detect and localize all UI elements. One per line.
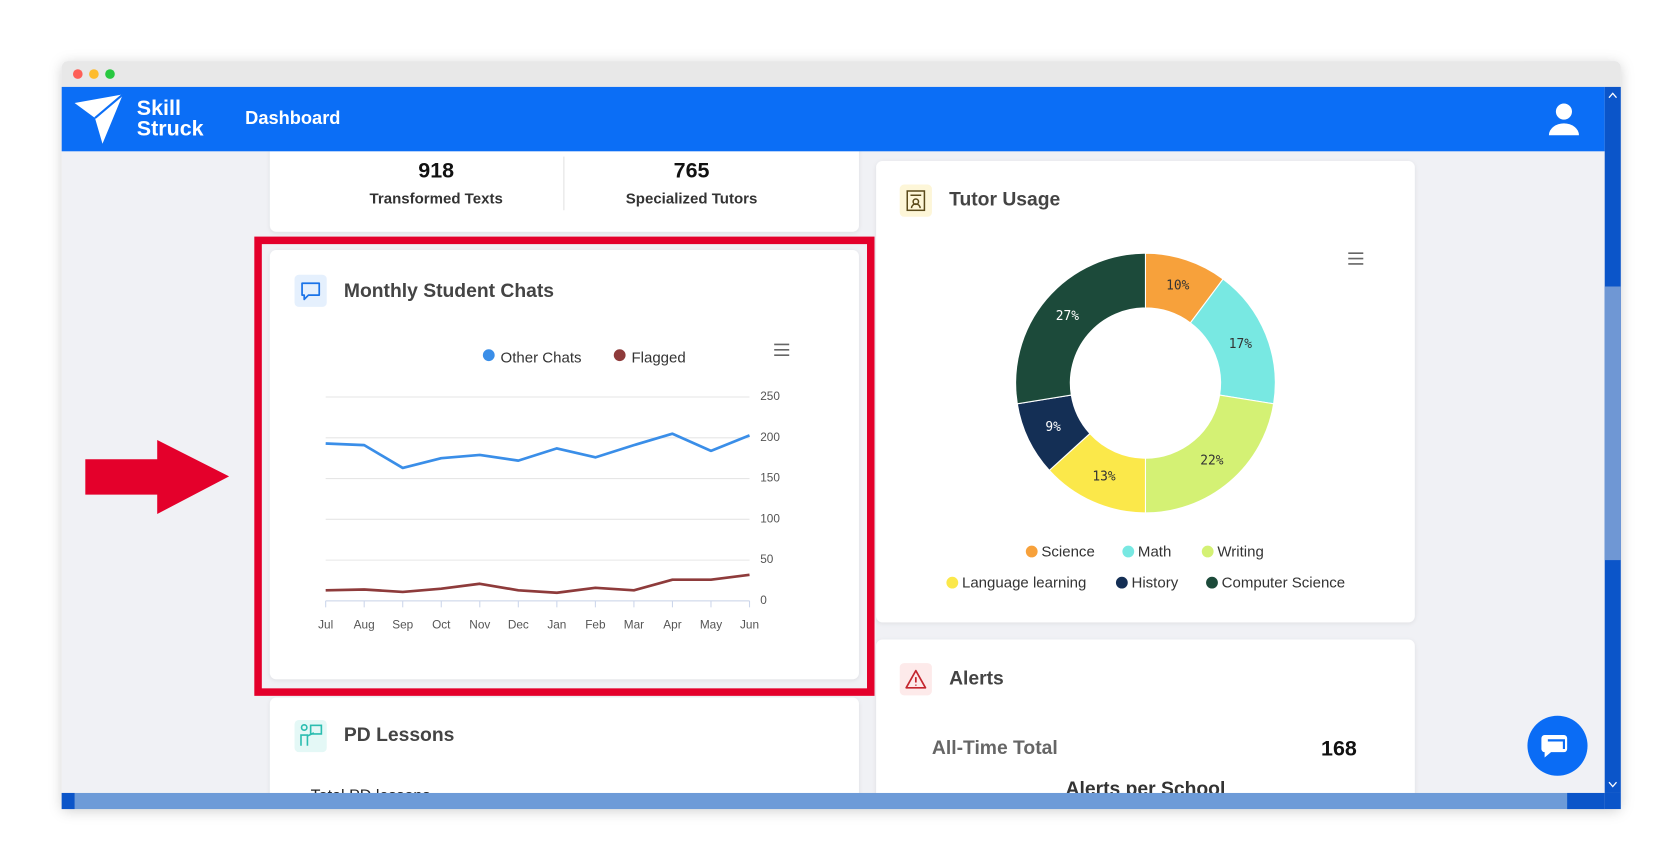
legend-label: History (1132, 575, 1179, 592)
slice-label: 22% (1200, 454, 1223, 469)
legend-marker (1122, 545, 1135, 558)
h-scroll-right[interactable] (1567, 792, 1605, 810)
y-tick-label: 50 (760, 552, 774, 566)
pd-card (269, 697, 859, 793)
y-tick-label: 250 (760, 389, 780, 403)
h-scrollbar[interactable] (61, 792, 1605, 810)
highlight-box (254, 236, 875, 696)
x-tick-label: Apr (663, 618, 681, 632)
chart-card (269, 250, 859, 680)
brand: Skill (137, 96, 181, 120)
x-tick-label: Aug (354, 618, 375, 632)
stat-value: 765 (674, 158, 710, 182)
legend-marker (1115, 576, 1128, 589)
slice-label: 9% (1045, 420, 1061, 435)
line-chart: 0 50 100 150 200 250 Jul Aug Sep Oct Nov Dec Jan Feb M… (318, 349, 780, 632)
legend-marker (482, 349, 495, 362)
slice-label: 13% (1092, 469, 1115, 484)
legend-marker (1025, 545, 1038, 558)
tutor-icon (906, 190, 926, 212)
total-label: All-Time Total (932, 738, 1058, 759)
slice-label: 10% (1166, 278, 1189, 293)
x-tick-label: Dec (508, 618, 529, 632)
slice-label: 27% (1056, 309, 1079, 324)
legend-marker (1201, 545, 1214, 558)
legend-marker (1206, 576, 1218, 589)
stat-label: Transformed Texts (370, 191, 503, 208)
pie-card (876, 160, 1415, 623)
x-tick-label: Jul (318, 618, 333, 632)
x-tick-label: Jun (740, 618, 759, 632)
legend-label: Flagged (631, 349, 685, 366)
pie-chart: 10% 17% 22% 13% 9% 27% Science Math Writing Langu… (946, 252, 1346, 592)
subtitle: Alerts per School (1066, 779, 1226, 800)
slice-label: 17% (1229, 337, 1252, 352)
y-tick-label: 200 (760, 430, 780, 444)
chat-icon-bg (294, 274, 327, 307)
y-tick-label: 0 (760, 593, 767, 607)
legend-label: Science (1041, 544, 1094, 561)
pd-icon-bg (294, 719, 327, 753)
legend-marker (613, 349, 626, 362)
tutor-icon-bg (899, 184, 932, 217)
h-scroll-left[interactable] (61, 792, 75, 810)
close-dot[interactable] (72, 69, 83, 79)
chat-button-icon-line (1547, 739, 1566, 749)
card-title: Tutor Usage (949, 190, 1060, 211)
x-tick-label: Mar (624, 618, 644, 632)
x-tick-label: May (700, 618, 722, 632)
header (61, 86, 1605, 152)
legend-label: Other Chats (501, 349, 582, 366)
scroll-corner (1604, 792, 1621, 810)
nav-link[interactable]: Dashboard (245, 107, 340, 128)
pie-slice (1144, 394, 1275, 514)
scrollbar-thumb[interactable] (1604, 286, 1621, 561)
row-label: Total PD lessons (311, 786, 431, 804)
y-tick-label: 150 (760, 471, 780, 485)
highlight-arrow (85, 439, 230, 514)
line-series (325, 432, 751, 470)
pd-icon (300, 724, 323, 746)
card-title: Monthly Student Chats (344, 281, 554, 302)
card-title: PD Lessons (344, 725, 454, 746)
alerts-card (876, 639, 1415, 793)
x-tick-label: Sep (392, 618, 413, 632)
profile-icon[interactable] (1548, 103, 1579, 136)
content: 918 Transformed Texts 765 Specialized Tu… (85, 151, 1588, 804)
legend-marker (946, 576, 959, 589)
stat-label: Specialized Tutors (626, 191, 758, 208)
card-title: Alerts (949, 668, 1004, 689)
scroll-arrows[interactable] (1608, 92, 1617, 788)
line-series (325, 573, 750, 595)
maximize-dot[interactable] (105, 69, 115, 79)
x-tick-label: Oct (432, 618, 451, 632)
logo-fold (94, 93, 124, 119)
x-tick-label: Feb (585, 618, 606, 632)
brand: Struck (137, 117, 204, 141)
x-tick-label: Jan (547, 618, 566, 632)
pie-slice (1015, 252, 1146, 405)
menu-icon[interactable] (1348, 252, 1364, 265)
title-bar (61, 61, 1621, 87)
y-tick-label: 100 (760, 511, 780, 525)
legend-label: Language learning (962, 575, 1086, 592)
legend-label: Writing (1217, 544, 1263, 561)
alert-icon (905, 669, 927, 689)
legend-label: Computer Science (1222, 575, 1346, 592)
logo[interactable] (74, 94, 123, 144)
total-value: 168 (1321, 737, 1357, 761)
legend-label: Math (1138, 544, 1171, 561)
stat-value: 918 (418, 158, 454, 182)
menu-icon[interactable] (774, 343, 790, 356)
minimize-dot[interactable] (89, 69, 99, 79)
chat-icon (301, 282, 321, 301)
x-tick-label: Nov (469, 618, 490, 632)
